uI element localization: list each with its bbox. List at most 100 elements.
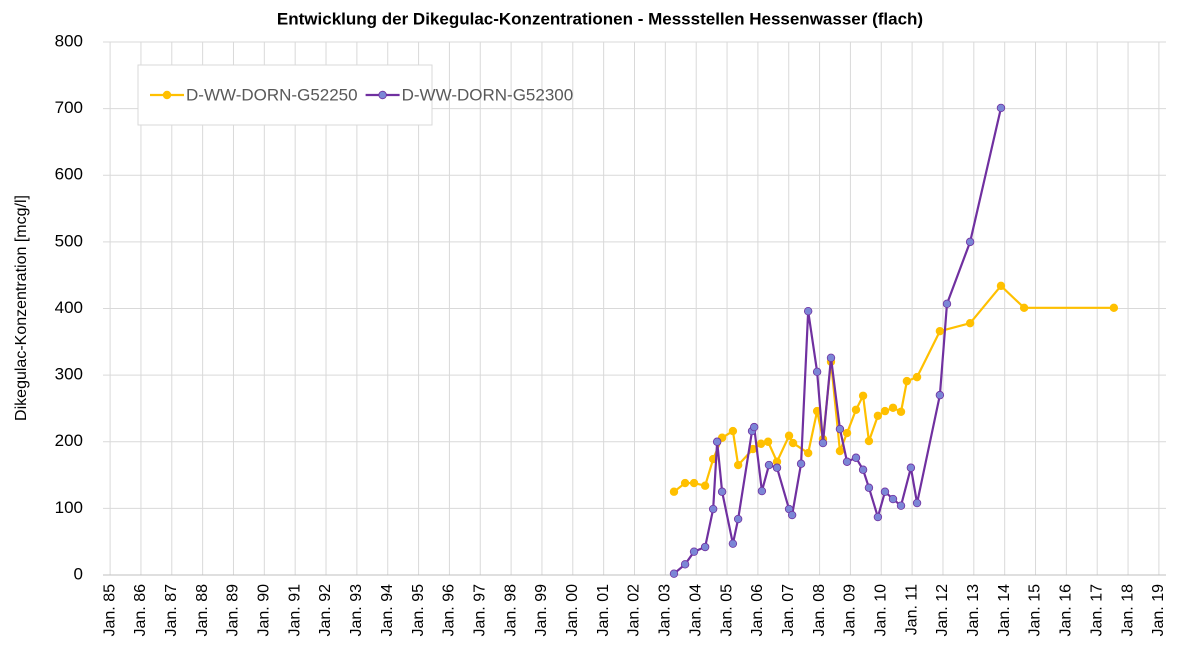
x-tick-label: Jan. 97 — [471, 584, 488, 637]
data-point — [912, 372, 922, 382]
data-point — [996, 281, 1006, 291]
x-tick-label: Jan. 91 — [286, 584, 303, 637]
data-point — [965, 237, 975, 247]
data-point — [728, 539, 738, 548]
data-point — [757, 486, 767, 496]
data-point — [1109, 303, 1119, 313]
x-tick-label: Jan. 14 — [996, 584, 1013, 637]
data-point — [965, 318, 975, 328]
data-point — [842, 428, 852, 438]
data-point — [873, 512, 883, 522]
data-point — [680, 478, 690, 488]
data-point — [888, 403, 898, 412]
legend-label: D-WW-DORN-G52250 — [186, 85, 358, 104]
data-point — [763, 437, 773, 446]
x-tick-label: Jan. 16 — [1058, 584, 1075, 637]
x-tick-label: Jan. 10 — [872, 584, 889, 637]
x-tick-label: Jan. 88 — [194, 584, 211, 637]
x-tick-label: Jan. 08 — [811, 584, 828, 637]
data-point — [680, 560, 690, 569]
data-point — [880, 406, 890, 416]
data-point — [880, 487, 890, 496]
legend-marker — [378, 90, 387, 100]
x-tick-label: Jan. 00 — [564, 584, 581, 637]
x-tick-label: Jan. 99 — [533, 584, 550, 637]
data-point — [835, 424, 845, 434]
x-tick-label: Jan. 89 — [225, 584, 242, 637]
data-point — [818, 438, 828, 448]
series-line — [673, 284, 1114, 493]
data-point — [942, 299, 952, 309]
x-tick-label: Jan. 93 — [348, 584, 365, 637]
x-tick-label: Jan. 09 — [842, 584, 859, 637]
data-point — [733, 460, 743, 470]
data-point — [700, 481, 710, 490]
data-point — [996, 103, 1006, 113]
data-point — [896, 407, 906, 416]
y-tick-label: 400 — [55, 298, 83, 317]
data-point — [1019, 303, 1029, 313]
legend-label: D-WW-DORN-G52300 — [402, 85, 574, 104]
data-point — [935, 326, 945, 336]
x-tick-label: Jan. 01 — [595, 584, 612, 637]
data-point — [669, 487, 679, 496]
y-axis-label: Dikegulac-Konzentration [mcg/l] — [13, 195, 30, 421]
x-tick-label: Jan. 95 — [410, 584, 427, 637]
legend-marker — [162, 90, 172, 100]
data-point — [858, 465, 868, 474]
data-point — [842, 457, 852, 466]
data-point — [784, 431, 794, 440]
data-point — [803, 306, 813, 316]
x-tick-label: Jan. 19 — [1150, 584, 1167, 637]
data-point — [669, 569, 679, 578]
data-point — [787, 510, 797, 520]
x-tick-label: Jan. 06 — [749, 584, 766, 637]
data-point — [835, 446, 845, 456]
data-point — [826, 353, 836, 363]
y-tick-label: 0 — [74, 564, 83, 583]
y-tick-label: 200 — [55, 431, 83, 450]
data-point — [796, 459, 806, 468]
data-point — [749, 422, 759, 432]
data-point — [708, 504, 718, 514]
x-tick-label: Jan. 18 — [1119, 584, 1136, 637]
x-tick-label: Jan. 92 — [317, 584, 334, 637]
x-tick-label: Jan. 94 — [379, 584, 396, 637]
data-point — [873, 411, 883, 420]
data-point — [858, 391, 868, 400]
data-point — [772, 463, 782, 472]
data-point — [764, 460, 774, 470]
x-tick-label: Jan. 96 — [441, 584, 458, 637]
data-point — [864, 483, 874, 492]
data-point — [912, 498, 922, 508]
y-tick-label: 100 — [55, 498, 83, 517]
y-tick-label: 700 — [55, 98, 83, 117]
data-point — [864, 436, 874, 446]
data-point — [896, 501, 906, 510]
data-point — [788, 438, 798, 448]
x-tick-label: Jan. 98 — [502, 584, 519, 637]
y-tick-label: 300 — [55, 365, 83, 384]
x-tick-label: Jan. 85 — [101, 584, 118, 637]
data-point — [689, 478, 699, 488]
data-point — [935, 390, 945, 400]
y-tick-label: 800 — [55, 31, 83, 50]
x-tick-label: Jan. 11 — [903, 584, 920, 635]
y-tick-label: 600 — [55, 165, 83, 184]
x-tick-label: Jan. 02 — [626, 584, 643, 637]
chart-title: Entwicklung der Dikegulac-Konzentratione… — [277, 9, 923, 28]
x-tick-label: Jan. 86 — [132, 584, 149, 637]
x-tick-label: Jan. 17 — [1088, 584, 1105, 637]
data-point — [851, 405, 861, 414]
x-tick-label: Jan. 15 — [1027, 584, 1044, 637]
data-point — [700, 542, 710, 552]
data-point — [812, 367, 822, 376]
data-point — [717, 487, 727, 496]
data-point — [712, 437, 722, 446]
x-tick-label: Jan. 12 — [934, 584, 951, 637]
data-point — [689, 547, 699, 556]
x-tick-label: Jan. 13 — [965, 584, 982, 637]
x-tick-label: Jan. 07 — [780, 584, 797, 637]
y-tick-label: 500 — [55, 231, 83, 250]
